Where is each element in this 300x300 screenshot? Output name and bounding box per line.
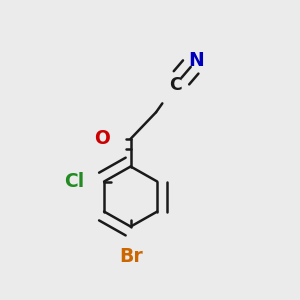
Text: N: N: [189, 51, 204, 70]
Text: Cl: Cl: [64, 172, 84, 191]
Text: C: C: [169, 76, 182, 94]
Text: O: O: [94, 129, 110, 148]
Text: Br: Br: [119, 247, 142, 266]
